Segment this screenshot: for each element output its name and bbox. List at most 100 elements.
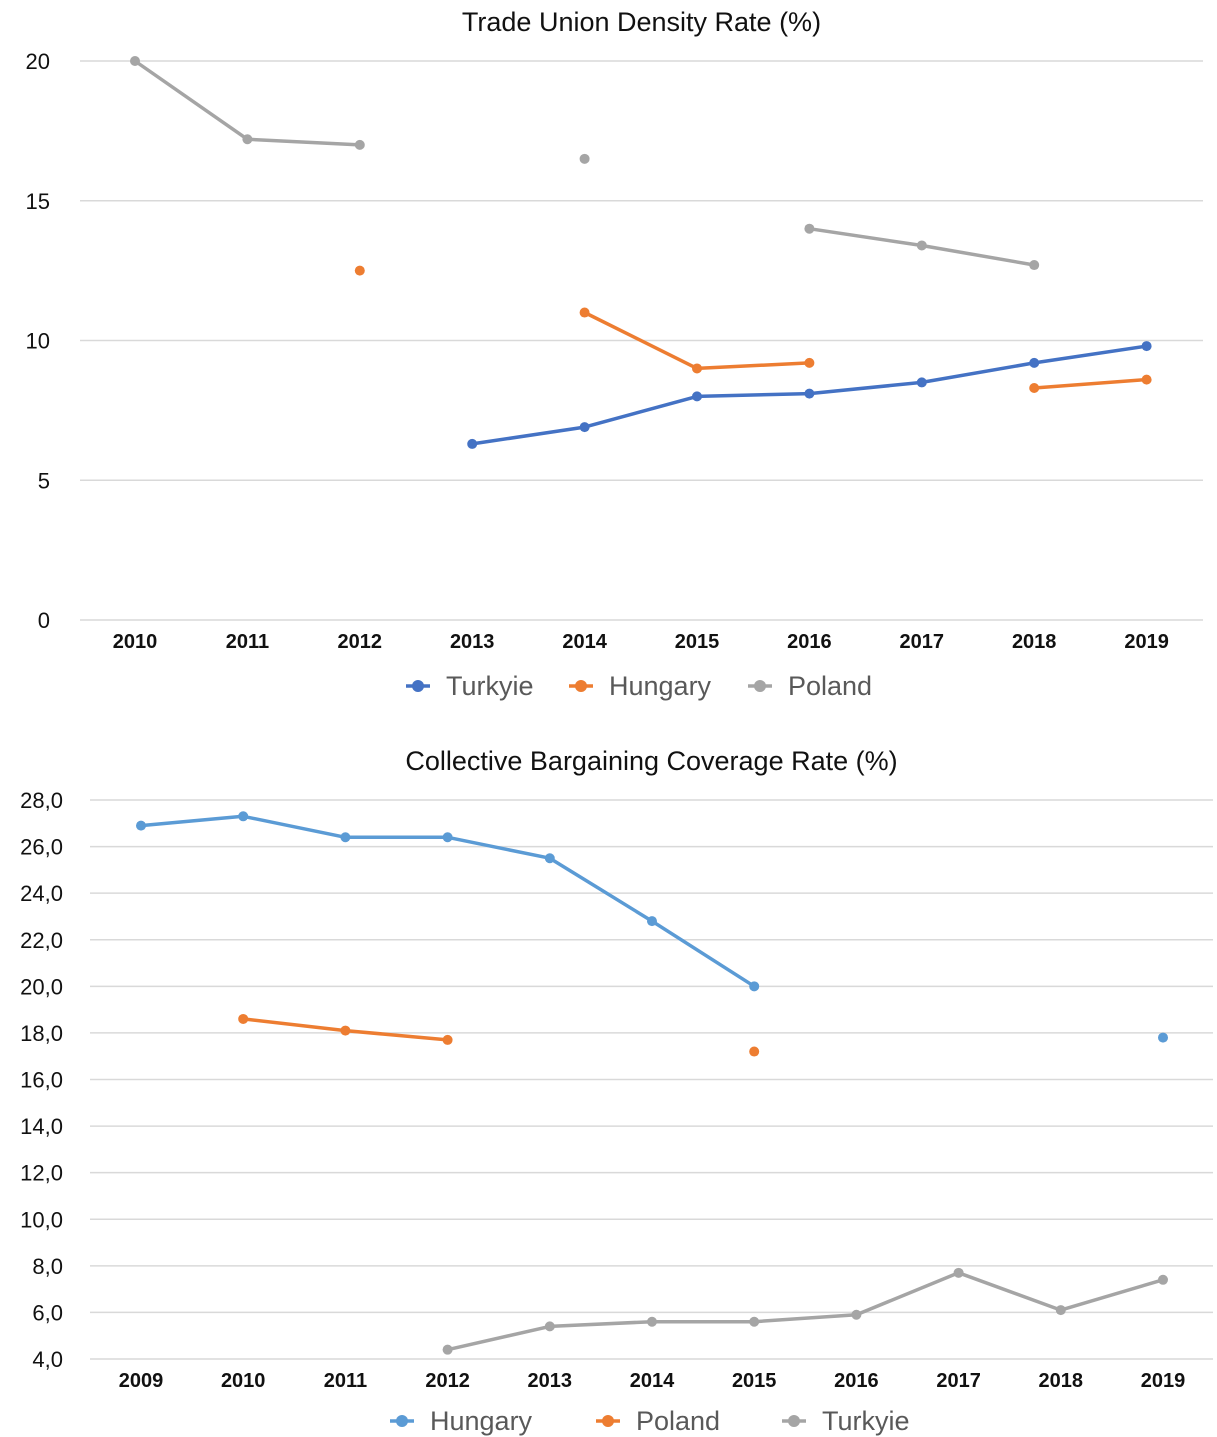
data-point [1158,1032,1168,1043]
series-line [133,59,362,147]
data-point [238,811,249,822]
data-point [804,357,815,368]
data-point [1141,374,1152,385]
x-tick-label: 2016 [787,631,832,653]
y-tick-label: 5 [38,468,50,493]
data-point [647,1316,657,1327]
y-tick-label: 12,0 [20,1161,63,1186]
data-point [749,1316,760,1327]
x-tick-label: 2018 [1012,631,1057,653]
y-tick-label: 20,0 [20,974,63,999]
data-point [804,223,815,234]
data-point [579,307,590,318]
data-point [442,1034,453,1045]
legend-label: Poland [788,671,872,701]
legend-label: Hungary [430,1406,533,1436]
y-tick-label: 4,0 [32,1347,63,1372]
x-tick-label: 2010 [221,1370,266,1392]
data-point [647,916,657,927]
data-point [136,820,146,831]
x-tick-label: 2010 [113,631,158,653]
legend-label: Poland [636,1406,720,1436]
data-point [544,853,555,864]
y-tick-label: 15 [26,189,50,214]
data-point [916,377,927,388]
legend-item: Turkyie [406,671,534,701]
x-tick-label: 2018 [1039,1370,1084,1392]
chart-2: Collective Bargaining Coverage Rate (%) 4… [20,746,1213,1436]
data-point [544,1321,555,1332]
y-tick-label: 28,0 [20,788,63,813]
data-point [1141,341,1152,352]
y-tick-label: 10,0 [20,1207,63,1232]
series-line [1032,377,1149,390]
legend-label: Hungary [609,671,712,701]
data-point [354,265,365,276]
chart-title: Collective Bargaining Coverage Rate (%) [405,746,897,776]
x-tick-label: 2013 [450,631,495,653]
x-tick-label: 2019 [1124,631,1169,653]
x-tick-label: 2017 [900,631,945,653]
data-point [804,388,815,399]
chart-title: Trade Union Density Rate (%) [462,7,821,37]
data-point [354,139,365,150]
data-point [579,422,590,433]
x-tick-label: 2015 [675,631,720,653]
legend-marker [412,680,424,692]
legend-item: Poland [596,1406,720,1436]
data-point [1158,1274,1168,1285]
y-tick-label: 24,0 [20,881,63,906]
data-point [749,1046,760,1057]
y-tick-label: 0 [38,608,50,633]
x-tick-label: 2013 [528,1370,573,1392]
legend-marker [575,680,587,692]
y-tick-label: 8,0 [32,1254,63,1279]
y-tick-label: 6,0 [32,1300,63,1325]
legend-marker [754,680,766,692]
data-point [340,832,351,843]
x-tick-label: 2016 [834,1370,879,1392]
data-point [238,1013,249,1024]
legend-label: Turkyie [446,671,534,701]
data-point [692,391,702,402]
legend-marker [788,1415,800,1427]
data-point [851,1309,862,1320]
data-point [442,832,453,843]
y-tick-label: 26,0 [20,835,63,860]
series-line [445,1271,1165,1352]
data-point [953,1267,964,1278]
y-tick-label: 18,0 [20,1021,63,1046]
data-point [340,1025,351,1036]
x-tick-label: 2014 [630,1370,675,1392]
data-point [130,56,140,66]
legend-item: Poland [748,671,872,701]
y-tick-label: 20 [26,49,50,74]
y-tick-label: 10 [26,329,50,354]
y-tick-label: 22,0 [20,928,63,953]
data-point [916,240,927,251]
series-hungary [136,811,1168,1043]
x-tick-label: 2009 [119,1370,164,1392]
series-turkyie [467,341,1152,449]
x-tick-label: 2011 [226,631,269,653]
legend-marker [396,1415,408,1427]
legend-item: Hungary [569,671,712,701]
data-point [1029,357,1040,368]
data-point [467,438,478,449]
series-hungary [354,265,1152,394]
x-tick-label: 2017 [936,1370,981,1392]
data-point [242,134,253,145]
data-point [749,981,760,992]
x-tick-label: 2015 [732,1370,777,1392]
data-point [1029,260,1040,271]
x-tick-label: 2012 [425,1370,470,1392]
legend-item: Turkyie [782,1406,910,1436]
x-tick-label: 2012 [338,631,383,653]
x-tick-label: 2014 [562,631,607,653]
series-poland [130,56,1040,271]
y-tick-label: 14,0 [20,1114,63,1139]
x-tick-label: 2019 [1141,1370,1186,1392]
x-tick-label: 2011 [324,1370,367,1392]
data-point [1029,383,1040,394]
